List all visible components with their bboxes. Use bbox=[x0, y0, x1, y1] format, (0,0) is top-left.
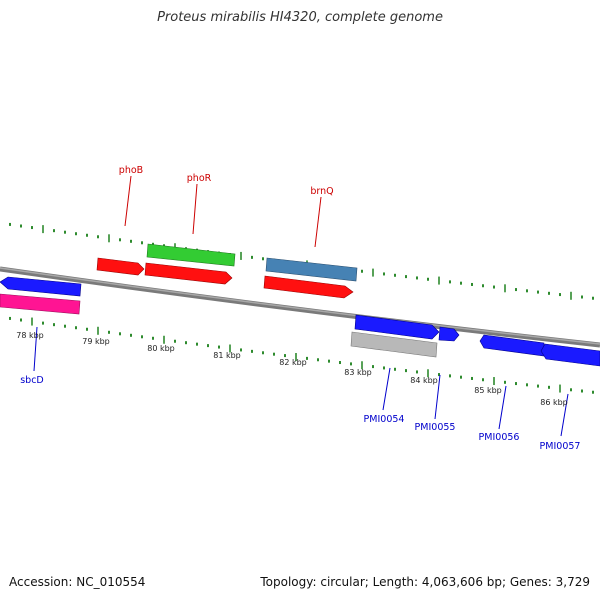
scale-label: 78 kbp bbox=[16, 331, 44, 340]
gene-label-PMI0055: PMI0055 bbox=[415, 422, 456, 433]
gene-grey[interactable] bbox=[350, 331, 438, 358]
scale-label: 79 kbp bbox=[82, 337, 110, 346]
gene-label-brnQ: brnQ bbox=[310, 186, 333, 197]
gene-label-PMI0057: PMI0057 bbox=[540, 441, 581, 452]
gene-phoB[interactable] bbox=[96, 257, 145, 276]
scale-label: 86 kbp bbox=[540, 398, 568, 407]
scale-label: 81 kbp bbox=[213, 351, 241, 360]
gene-label-phoB: phoB bbox=[119, 165, 143, 176]
topology-summary: Topology: circular; Length: 4,063,606 bp… bbox=[260, 575, 590, 589]
gene-PMI0054[interactable] bbox=[354, 314, 440, 340]
gene-block[interactable] bbox=[144, 243, 236, 285]
gene-phoR-red[interactable] bbox=[144, 262, 233, 285]
bottom-tick-track bbox=[9, 316, 594, 394]
gene-label-phoR: phoR bbox=[187, 173, 212, 184]
genome-title: Proteus mirabilis HI4320, complete genom… bbox=[157, 10, 443, 25]
gene-PMI0055[interactable] bbox=[438, 326, 460, 342]
gene-blue-left[interactable] bbox=[0, 276, 82, 297]
gene-label-sbcD: sbcD bbox=[20, 375, 44, 386]
scale-label: 80 kbp bbox=[147, 344, 175, 353]
gene-block[interactable] bbox=[96, 257, 145, 276]
genome-backbone bbox=[0, 266, 600, 348]
accession-text: Accession: NC_010554 bbox=[9, 575, 146, 589]
scale-label: 85 kbp bbox=[474, 386, 502, 395]
scale-label: 83 kbp bbox=[344, 368, 372, 377]
gene-pink[interactable] bbox=[0, 293, 81, 315]
gene-brnQ-red[interactable] bbox=[263, 275, 354, 299]
gene-brnQ-blue[interactable] bbox=[265, 257, 358, 282]
gene-label-PMI0056: PMI0056 bbox=[479, 432, 520, 443]
scale-label: 82 kbp bbox=[279, 358, 307, 367]
gene-phoR-green[interactable] bbox=[146, 243, 236, 267]
gene-label-PMI0054: PMI0054 bbox=[364, 414, 405, 425]
gene-PMI0056[interactable] bbox=[479, 334, 545, 357]
scale-label: 84 kbp bbox=[410, 376, 438, 385]
gene-block[interactable] bbox=[263, 257, 358, 299]
gene-PMI0057[interactable] bbox=[540, 343, 600, 367]
